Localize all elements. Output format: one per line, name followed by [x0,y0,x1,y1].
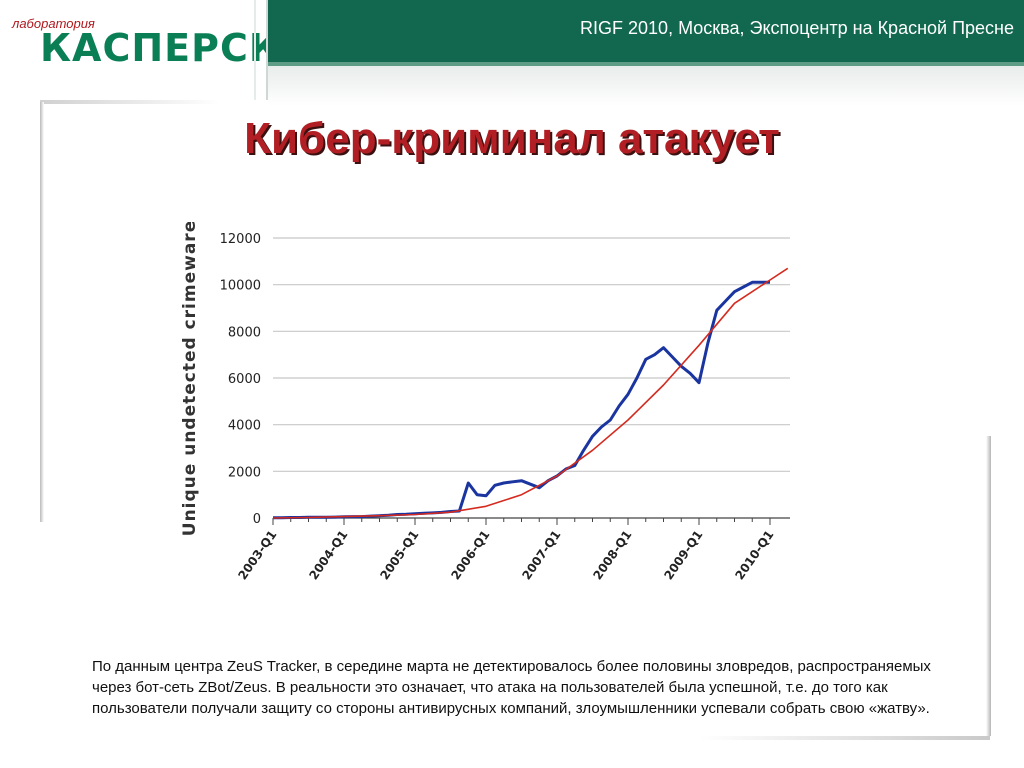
y-axis-label: Unique undetected crimeware [180,222,200,536]
slide-edge [40,100,220,104]
y-tick-label: 6000 [228,372,261,387]
y-tick-label: 4000 [228,419,261,434]
trend-line [272,267,789,519]
y-tick-label: 8000 [228,325,261,340]
x-tick-label: 2003-Q1 [235,528,279,583]
crimeware-line-chart: 0 2000 4000 6000 8000 10000 12000 2003-Q1 2004-Q… [180,222,790,583]
y-tick-label: 2000 [228,465,261,480]
header-shadow [268,66,1024,106]
slide-edge [700,736,990,740]
y-tick-label: 12000 [220,232,261,247]
header-accent-line [268,62,1024,66]
x-tick-label: 2007-Q1 [519,528,563,583]
x-tick-label: 2005-Q1 [377,528,421,583]
x-tick-label: 2010-Q1 [732,528,776,583]
logo-subtitle: лаборатория [12,16,95,31]
divider [266,0,268,100]
x-tick-label: 2008-Q1 [590,528,634,583]
header-bar: RIGF 2010, Москва, Экспоцентр на Красной… [268,0,1024,62]
x-tick-label: 2006-Q1 [448,528,492,583]
logo: лаборатория КАСПЕРСКОГО [0,0,372,100]
slide-edge [40,102,44,522]
x-tick-label: 2009-Q1 [661,528,705,583]
y-tick-label: 10000 [220,279,261,294]
y-tick-label: 0 [253,512,261,527]
series-line [273,280,770,520]
event-title: RIGF 2010, Москва, Экспоцентр на Красной… [580,18,1014,38]
slide-edge [986,436,991,736]
slide-caption: По данным центра ZeuS Tracker, в середин… [92,658,931,717]
x-tick-label: 2004-Q1 [306,528,350,583]
divider [254,0,256,100]
slide-title: Кибер-криминал атакует [244,114,780,163]
